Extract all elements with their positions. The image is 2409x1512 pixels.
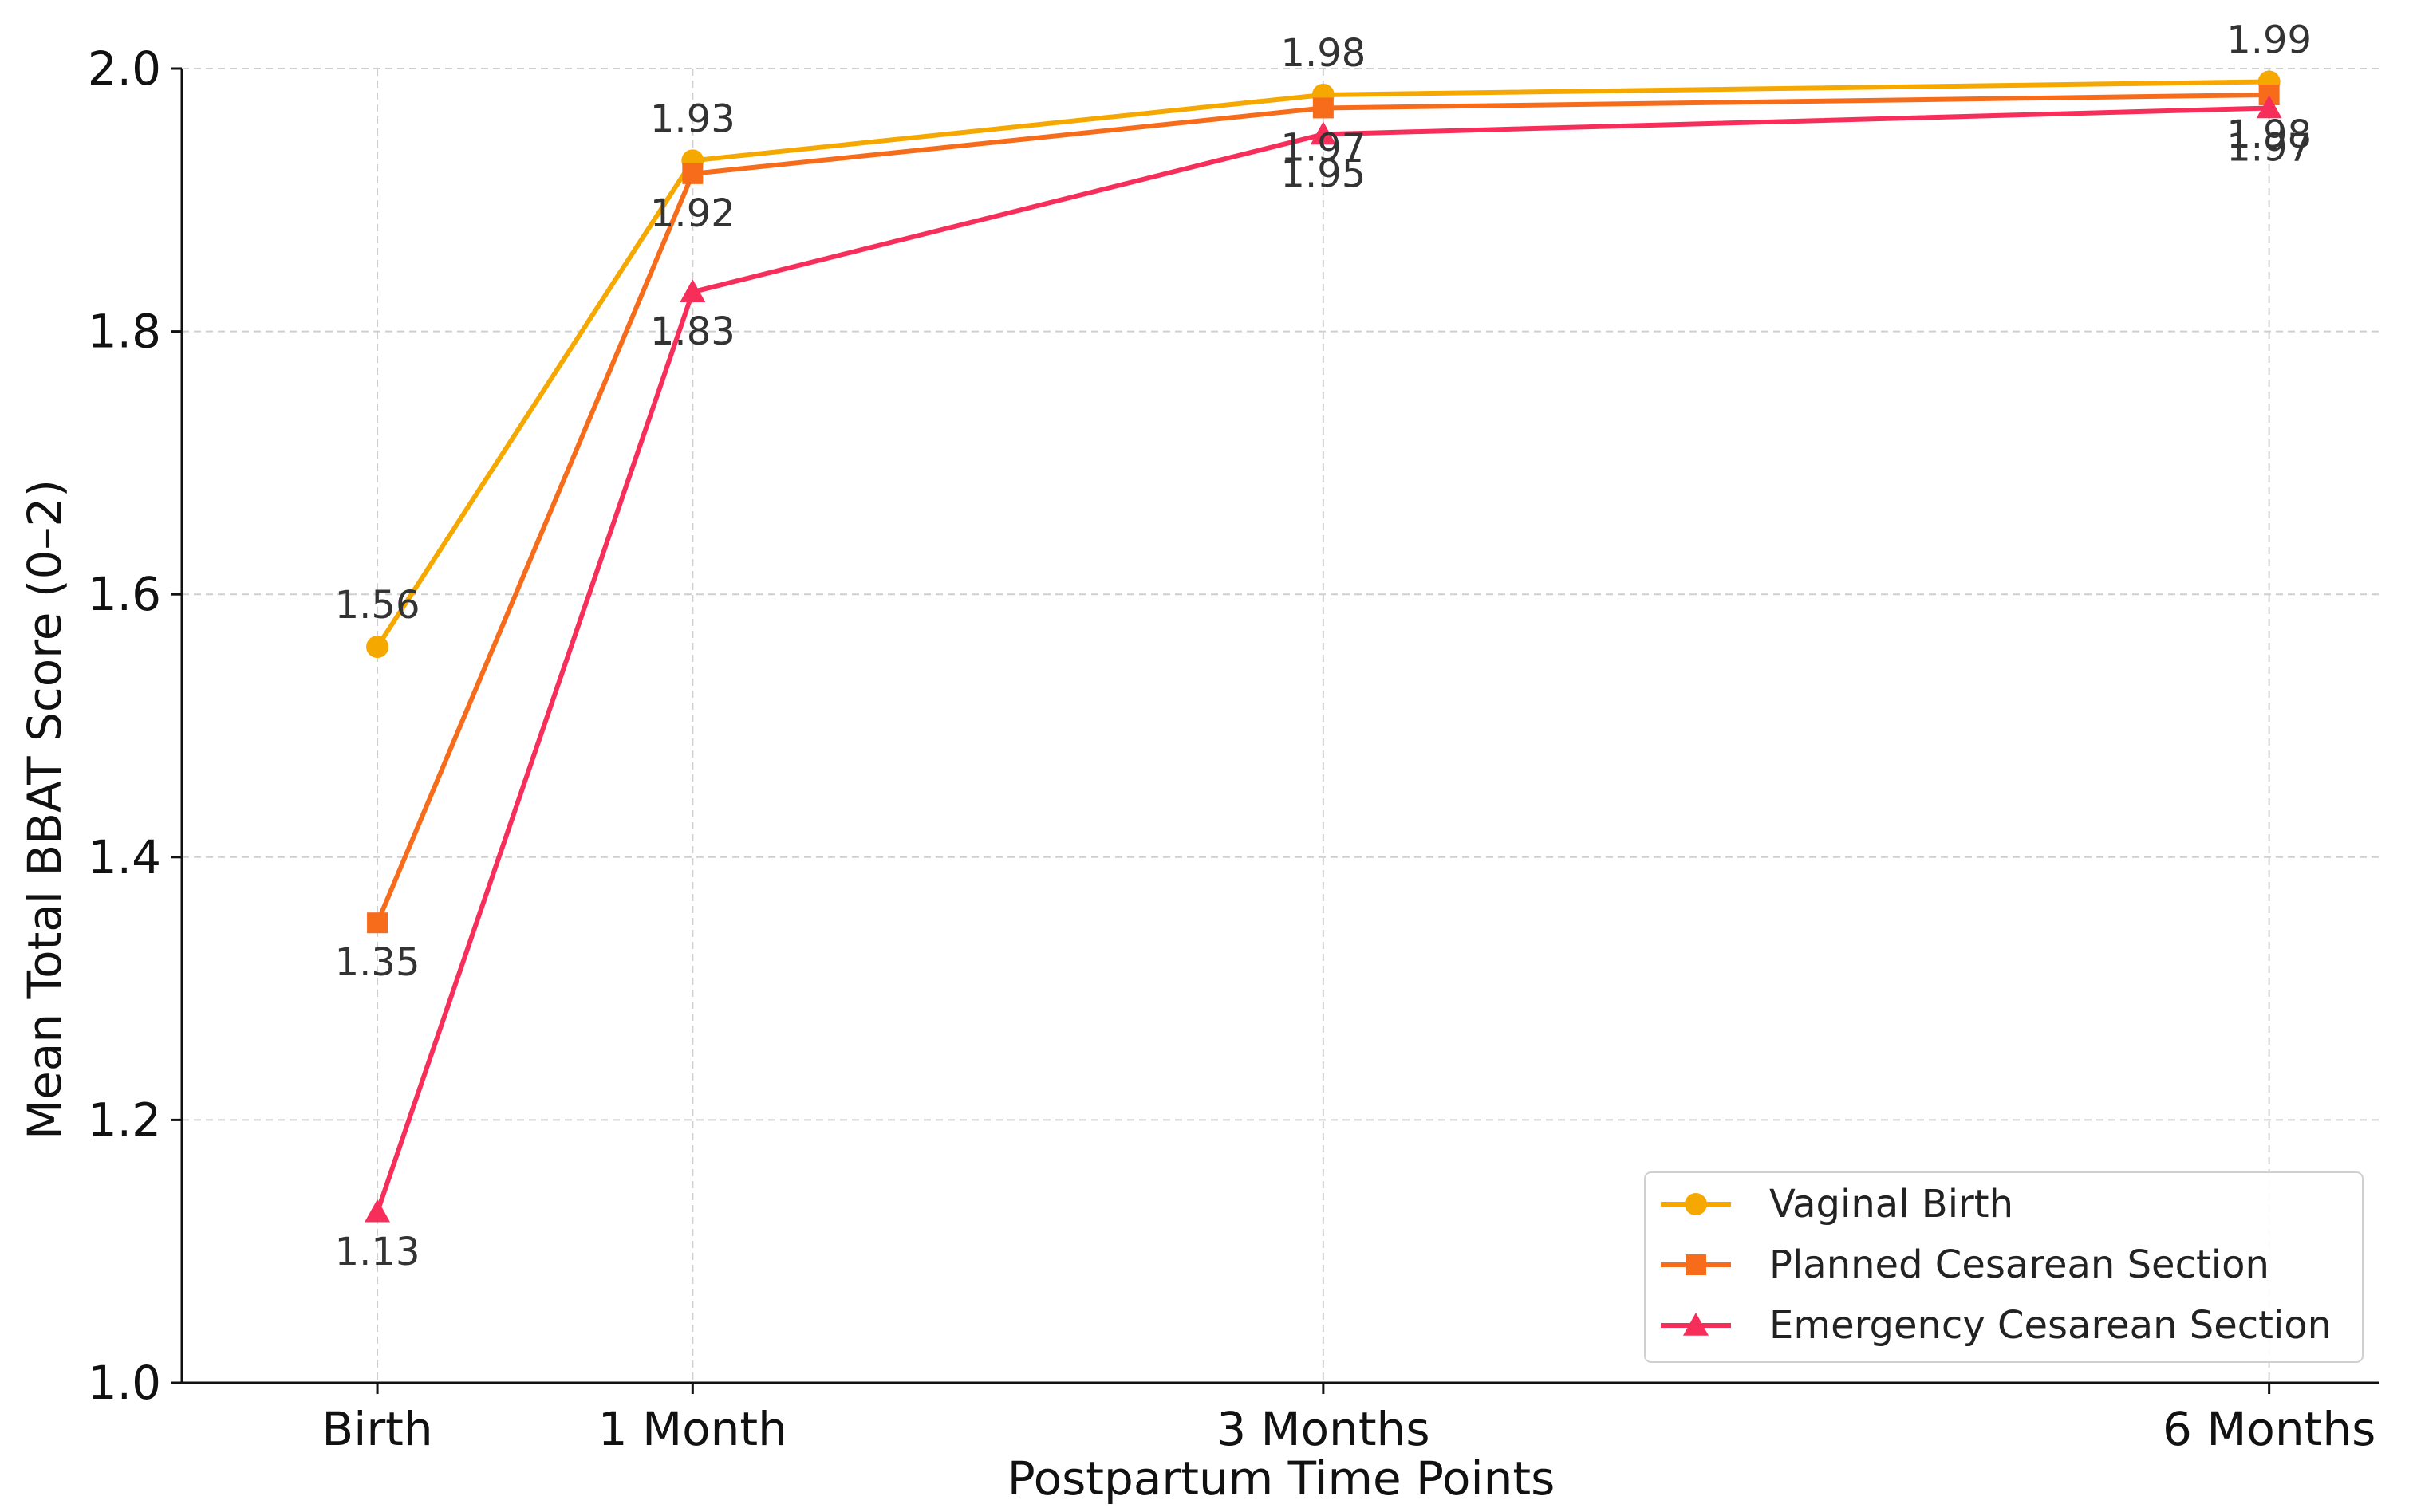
y-tick-label: 1.8 bbox=[88, 305, 161, 359]
data-label-vaginal-birth: 1.99 bbox=[2226, 18, 2312, 62]
data-point-emergency-cesarean-section bbox=[365, 1199, 391, 1223]
data-label-planned-cesarean-section: 1.35 bbox=[335, 940, 420, 985]
data-point-emergency-cesarean-section bbox=[2256, 95, 2282, 119]
data-label-planned-cesarean-section: 1.98 bbox=[2226, 112, 2312, 157]
legend-label-planned-cesarean-section: Planned Cesarean Section bbox=[1769, 1242, 2269, 1287]
series-line-planned-cesarean-section bbox=[375, 92, 2269, 924]
data-labels: 1.561.931.98 1.991.351.921.97 1.981.131.83… bbox=[335, 18, 2312, 1274]
y-tick-label: 1.2 bbox=[88, 1093, 161, 1147]
legend: Vaginal Birth Planned Cesarean Section Eme… bbox=[1644, 1171, 2364, 1363]
data-label-vaginal-birth: 1.93 bbox=[650, 96, 735, 141]
data-point-planned-cesarean-section bbox=[682, 163, 704, 184]
legend-label-emergency-cesarean-section: Emergency Cesarean Section bbox=[1769, 1303, 2332, 1348]
series-line-vaginal-birth bbox=[375, 79, 2269, 648]
data-point-planned-cesarean-section bbox=[367, 912, 388, 934]
series-line-emergency-cesarean-section bbox=[375, 105, 2269, 1213]
data-label-planned-cesarean-section: 1.97 bbox=[1280, 125, 1366, 170]
data-label-emergency-cesarean-section: 1.13 bbox=[335, 1230, 420, 1274]
y-tick-label: 1.6 bbox=[88, 567, 161, 621]
series-emergency-cesarean-section bbox=[365, 95, 2282, 1223]
y-tick-label: 1.0 bbox=[88, 1356, 161, 1410]
data-label-vaginal-birth: 1.98 bbox=[1280, 31, 1366, 76]
data-point-planned-cesarean-section bbox=[1312, 97, 1334, 119]
data-label-emergency-cesarean-section: 1.95 bbox=[1280, 152, 1366, 196]
data-point-emergency-cesarean-section bbox=[680, 279, 706, 302]
y-axis-title: Mean Total BBAT Score (0–2) bbox=[18, 479, 72, 1140]
series-planned-cesarean-section bbox=[367, 84, 2280, 934]
legend-marker-vaginal-birth bbox=[1685, 1193, 1707, 1215]
y-tick-label: 1.4 bbox=[88, 830, 161, 884]
data-point-emergency-cesarean-section bbox=[1310, 121, 1336, 145]
x-tick-label: 1 Month bbox=[598, 1402, 787, 1456]
legend-label-vaginal-birth: Vaginal Birth bbox=[1769, 1182, 2013, 1227]
data-label-emergency-cesarean-section: 1.97 bbox=[2226, 125, 2312, 170]
data-label-planned-cesarean-section: 1.92 bbox=[650, 191, 735, 236]
y-tick-label: 2.0 bbox=[88, 41, 161, 96]
legend-box bbox=[1644, 1171, 2364, 1363]
axes: 1.0 1.2 1.4 1.6 1.8 2.0 Birth 1 Month 3 Months 6 … bbox=[88, 41, 2379, 1456]
data-label-vaginal-birth: 1.56 bbox=[335, 583, 420, 628]
x-tick-label: Birth bbox=[321, 1402, 432, 1456]
x-axis-title: Postpartum Time Points bbox=[1007, 1451, 1555, 1506]
data-point-vaginal-birth bbox=[366, 636, 389, 659]
series-group bbox=[365, 70, 2282, 1223]
x-tick-label: 6 Months bbox=[2163, 1402, 2375, 1456]
legend-marker-emergency-cesarean-section bbox=[1683, 1313, 1709, 1336]
data-label-emergency-cesarean-section: 1.83 bbox=[650, 309, 735, 354]
x-tick-label: 3 Months bbox=[1216, 1402, 1429, 1456]
legend-marker-planned-cesarean-section bbox=[1686, 1254, 1706, 1275]
